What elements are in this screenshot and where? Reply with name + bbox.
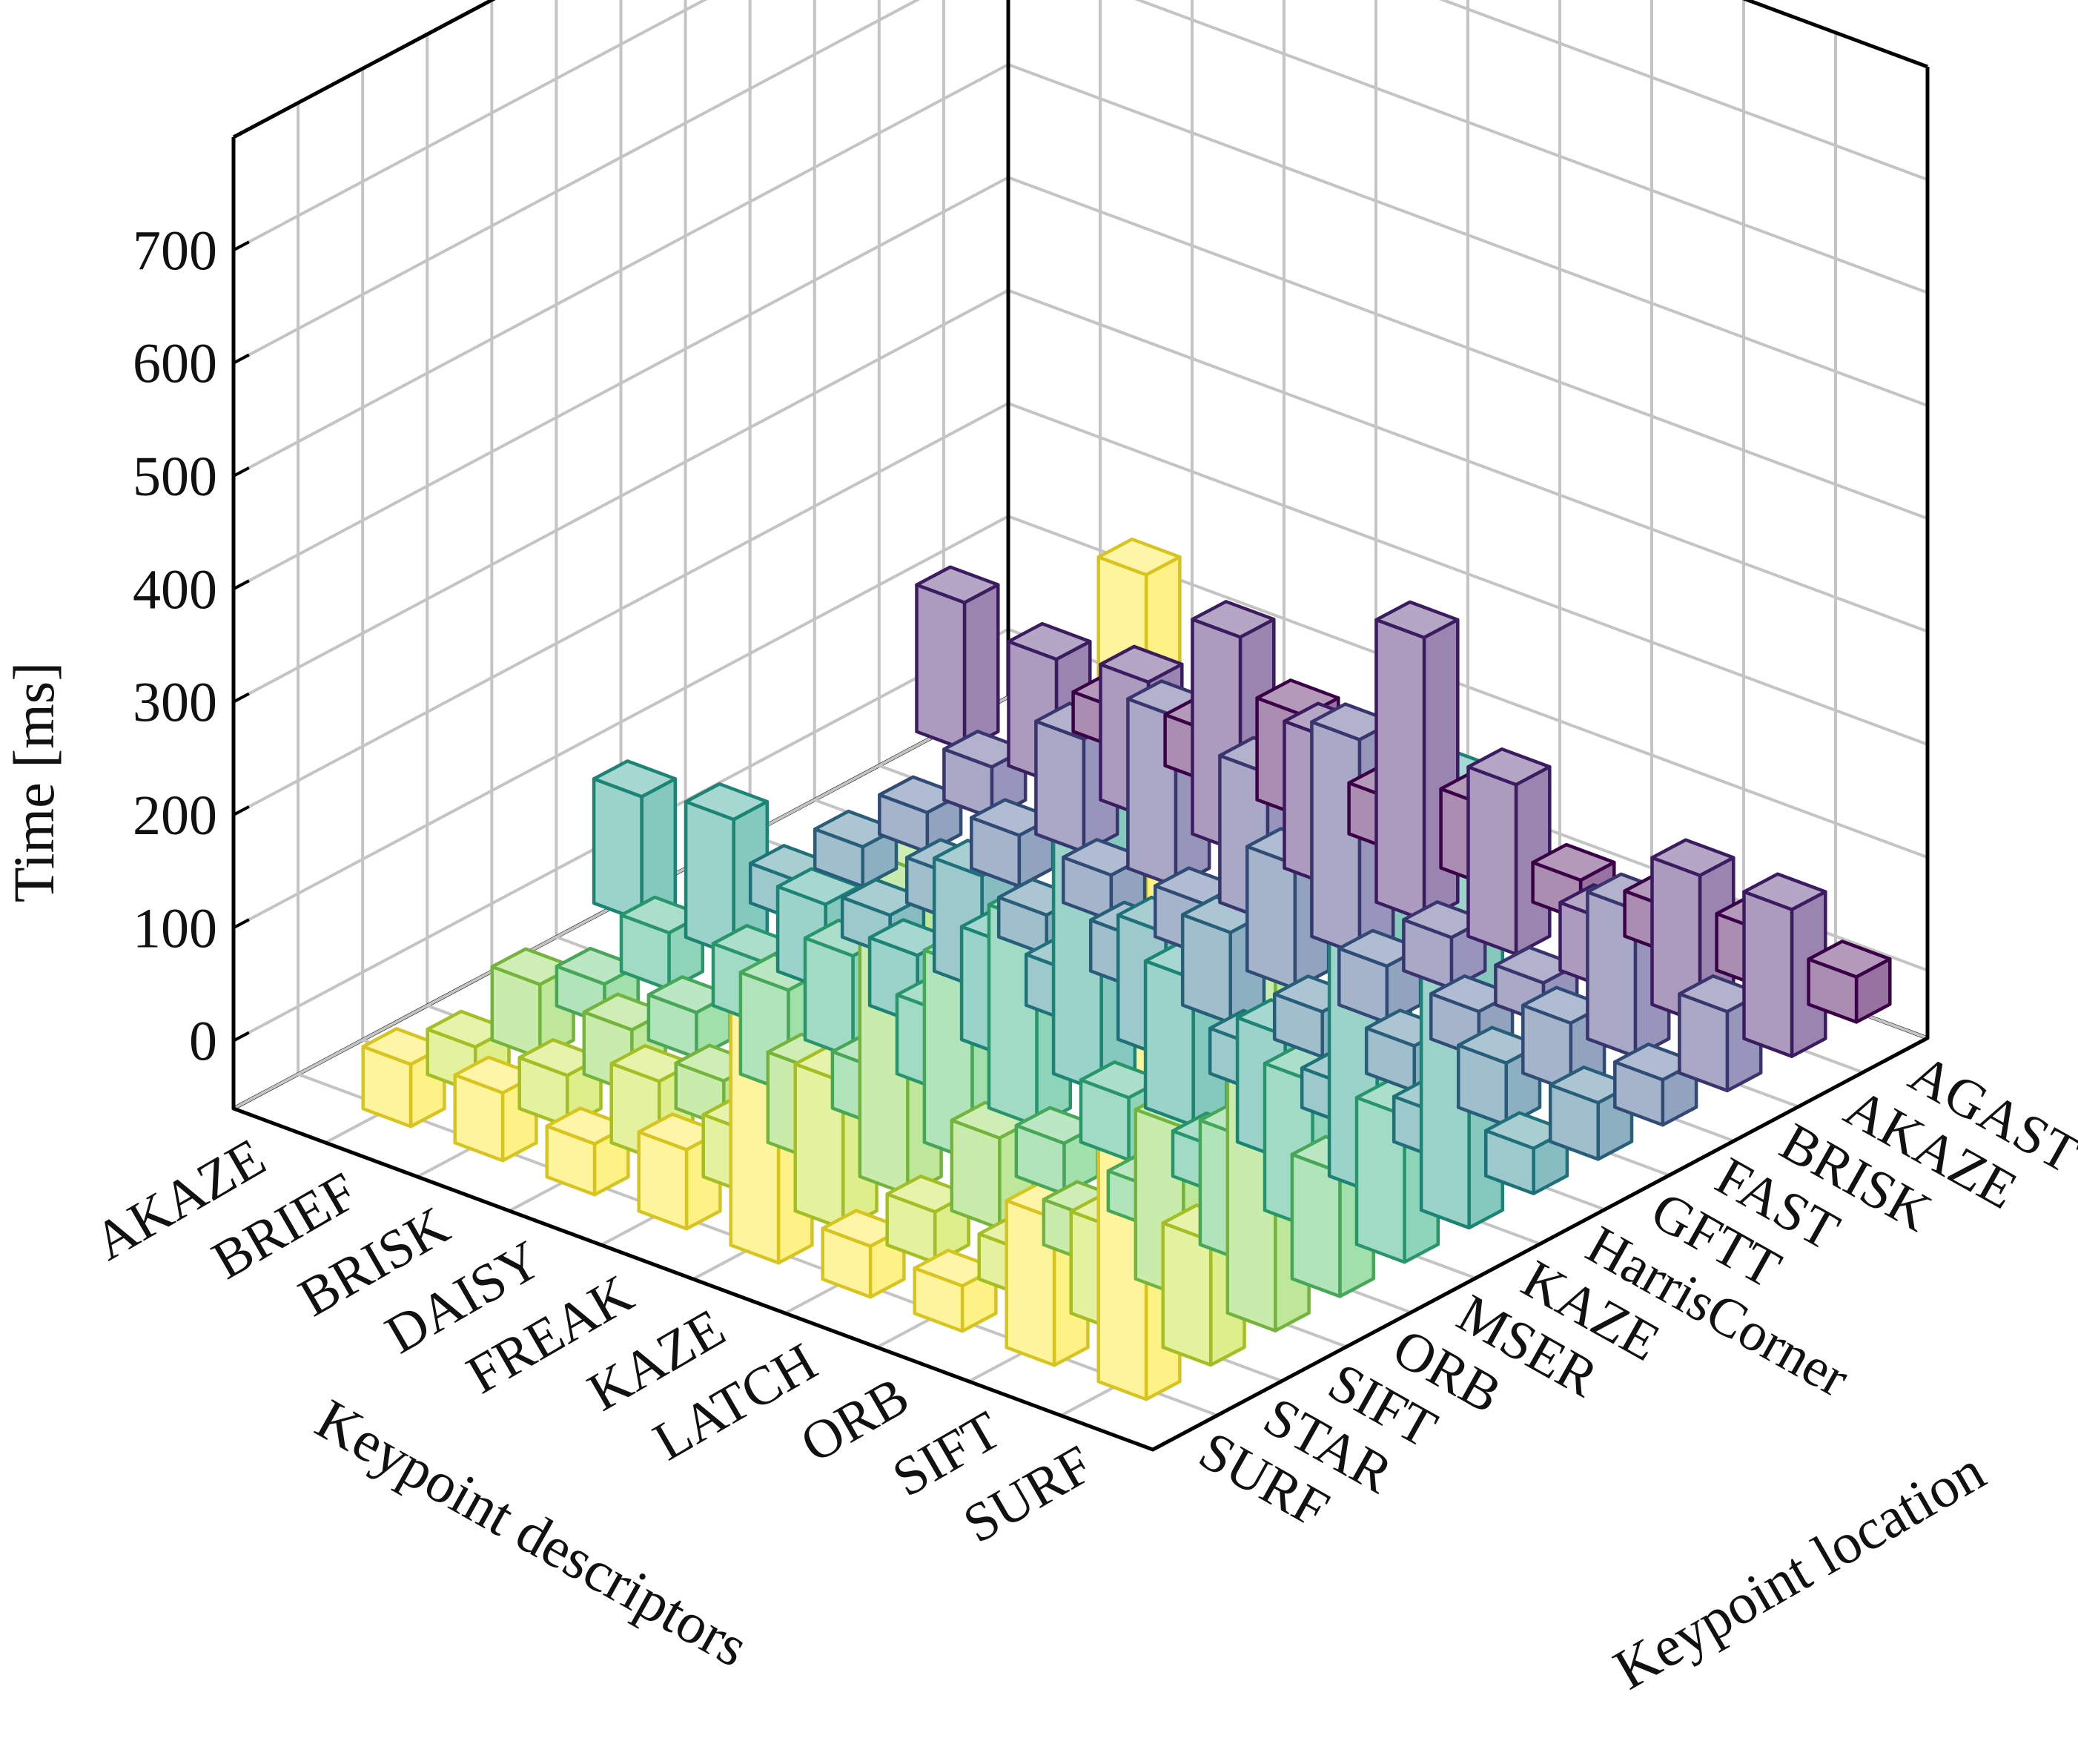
bar-akaze-kaze — [592, 759, 678, 923]
bar-face — [1742, 872, 1827, 911]
z-tick-label: 600 — [133, 333, 217, 395]
bar-akaze-akaze — [915, 565, 1000, 751]
bar-orb-surf — [913, 1249, 998, 1333]
bar-face — [1650, 838, 1735, 877]
bar-face — [592, 759, 678, 799]
bar-face — [1007, 621, 1092, 661]
bar-face — [1807, 939, 1892, 979]
z-tick — [233, 1031, 250, 1043]
bar-face — [684, 799, 735, 957]
z-tick-label: 100 — [133, 897, 217, 959]
z-tick — [233, 240, 250, 252]
bar-face — [1374, 600, 1460, 640]
z-tick-label: 200 — [133, 784, 217, 847]
bar-face — [592, 777, 643, 923]
bar-surf-brisk — [1678, 974, 1763, 1093]
z-tick-label: 400 — [133, 558, 217, 621]
bar-face — [1374, 618, 1426, 922]
bar-face — [1096, 537, 1182, 577]
bar-face — [1742, 890, 1794, 1058]
bar-surf-harriscorner — [1483, 1111, 1569, 1195]
z-tick-label: 300 — [133, 672, 217, 734]
frame-edge — [231, 67, 1930, 1452]
bar-face — [1034, 719, 1086, 854]
bar-face — [1466, 747, 1552, 787]
grid-line — [233, 0, 1928, 252]
bar-brisk-orb — [646, 975, 732, 1060]
z-tick-label: 700 — [133, 219, 217, 282]
z-tick — [233, 692, 250, 704]
z-tick-label: 500 — [133, 446, 217, 508]
bar-face — [1310, 720, 1362, 957]
grid-line — [233, 176, 1928, 591]
bar-face — [915, 583, 967, 751]
bar-face — [915, 565, 1000, 604]
bar-face — [684, 782, 770, 822]
bar-face — [1531, 842, 1616, 882]
bar-daisy-surf — [545, 1106, 630, 1197]
bar-face — [1466, 765, 1518, 956]
bar-face — [1191, 600, 1276, 639]
bar-latch-akaze — [1466, 747, 1552, 956]
z-tick — [233, 918, 250, 930]
z-tick — [233, 805, 250, 816]
grid-line — [233, 62, 1928, 478]
z-tick — [233, 466, 250, 478]
bar-sift-akaze — [1650, 838, 1735, 1024]
bar-freak-surf — [637, 1112, 722, 1231]
z-tick-label: 0 — [189, 1011, 217, 1073]
bar-brief-gftt — [813, 809, 899, 888]
bar-latch-surf — [821, 1209, 906, 1299]
bar-brisk-fast — [970, 798, 1055, 888]
bar-face — [962, 583, 1000, 751]
bar-surf-agast — [1807, 939, 1892, 1024]
z-axis-label: Time [ms] — [1, 662, 66, 902]
bars — [361, 537, 1892, 1401]
front-frame — [231, 67, 1930, 1452]
z-tick — [233, 353, 250, 365]
z-tick — [233, 579, 250, 591]
bar-kaze-akaze — [1374, 600, 1460, 922]
bar-face — [1422, 618, 1460, 922]
y-axis-label: Keypoint location — [1603, 1438, 1995, 1702]
bar-latch-brisk — [1402, 900, 1487, 991]
grid-line — [233, 0, 1928, 365]
bar-face — [1099, 644, 1184, 684]
bar-face — [803, 936, 855, 1060]
